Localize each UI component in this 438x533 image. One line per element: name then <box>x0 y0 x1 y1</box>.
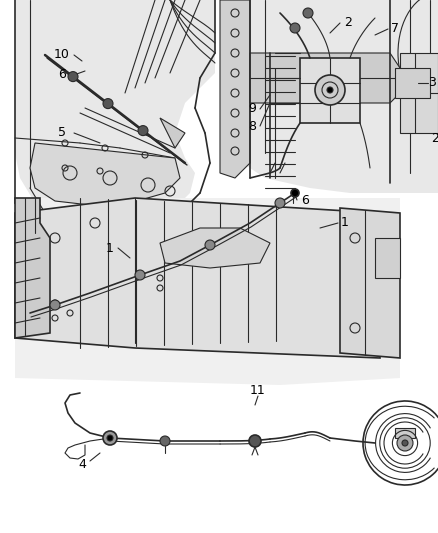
Circle shape <box>138 126 148 135</box>
Polygon shape <box>250 53 400 103</box>
Circle shape <box>275 198 285 208</box>
Circle shape <box>103 431 117 445</box>
Polygon shape <box>300 58 360 123</box>
Circle shape <box>249 435 261 447</box>
Polygon shape <box>395 428 415 438</box>
Circle shape <box>103 99 113 109</box>
Circle shape <box>50 300 60 310</box>
Polygon shape <box>30 143 180 205</box>
Text: 8: 8 <box>248 119 256 133</box>
Polygon shape <box>15 198 380 358</box>
Text: 9: 9 <box>248 102 256 116</box>
Circle shape <box>402 440 408 446</box>
Polygon shape <box>15 0 215 228</box>
Polygon shape <box>160 228 270 268</box>
Polygon shape <box>15 198 400 385</box>
Circle shape <box>315 75 345 105</box>
Polygon shape <box>160 118 185 148</box>
Text: 6: 6 <box>58 69 66 82</box>
Text: 10: 10 <box>54 49 70 61</box>
Text: 5: 5 <box>58 126 66 140</box>
Polygon shape <box>15 198 50 338</box>
Polygon shape <box>220 0 438 193</box>
Polygon shape <box>340 208 400 358</box>
Text: 11: 11 <box>250 384 266 397</box>
Polygon shape <box>400 53 438 133</box>
Circle shape <box>107 435 113 441</box>
Circle shape <box>397 435 413 451</box>
Polygon shape <box>220 0 250 178</box>
Circle shape <box>205 240 215 250</box>
Polygon shape <box>375 238 400 278</box>
Text: 6: 6 <box>301 193 309 206</box>
Circle shape <box>160 436 170 446</box>
Circle shape <box>327 87 333 93</box>
Text: 2: 2 <box>344 17 352 29</box>
Circle shape <box>290 23 300 33</box>
Circle shape <box>135 270 145 280</box>
Text: 7: 7 <box>391 22 399 36</box>
Circle shape <box>291 189 299 197</box>
Text: 3: 3 <box>428 77 436 90</box>
Polygon shape <box>395 68 430 98</box>
Circle shape <box>303 8 313 18</box>
Text: 1: 1 <box>106 241 114 254</box>
Text: 4: 4 <box>78 458 86 472</box>
Text: 1: 1 <box>341 216 349 230</box>
Text: 2: 2 <box>431 132 438 144</box>
Circle shape <box>68 71 78 82</box>
